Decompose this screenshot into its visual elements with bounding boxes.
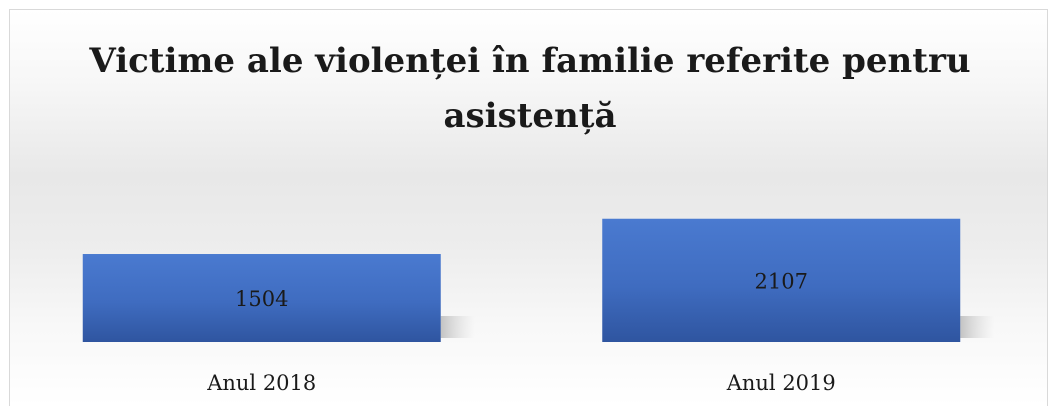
bar-anul-2018 (82, 254, 441, 342)
bar-anul-2019 (602, 218, 961, 342)
category-label: Anul 2018 (206, 371, 316, 395)
bar-shadow (440, 316, 475, 338)
data-label: 2107 (755, 269, 808, 293)
category-label: Anul 2019 (726, 371, 836, 395)
data-label: 1504 (235, 287, 288, 311)
bar-shadow (960, 316, 995, 338)
chart-title: Victime ale violenței în familie referit… (89, 41, 971, 137)
chart-plot: 1504 Anul 2018 2107 Anul 2019 (82, 218, 995, 395)
chart-area: Victime ale violenței în familie referit… (9, 9, 1048, 406)
